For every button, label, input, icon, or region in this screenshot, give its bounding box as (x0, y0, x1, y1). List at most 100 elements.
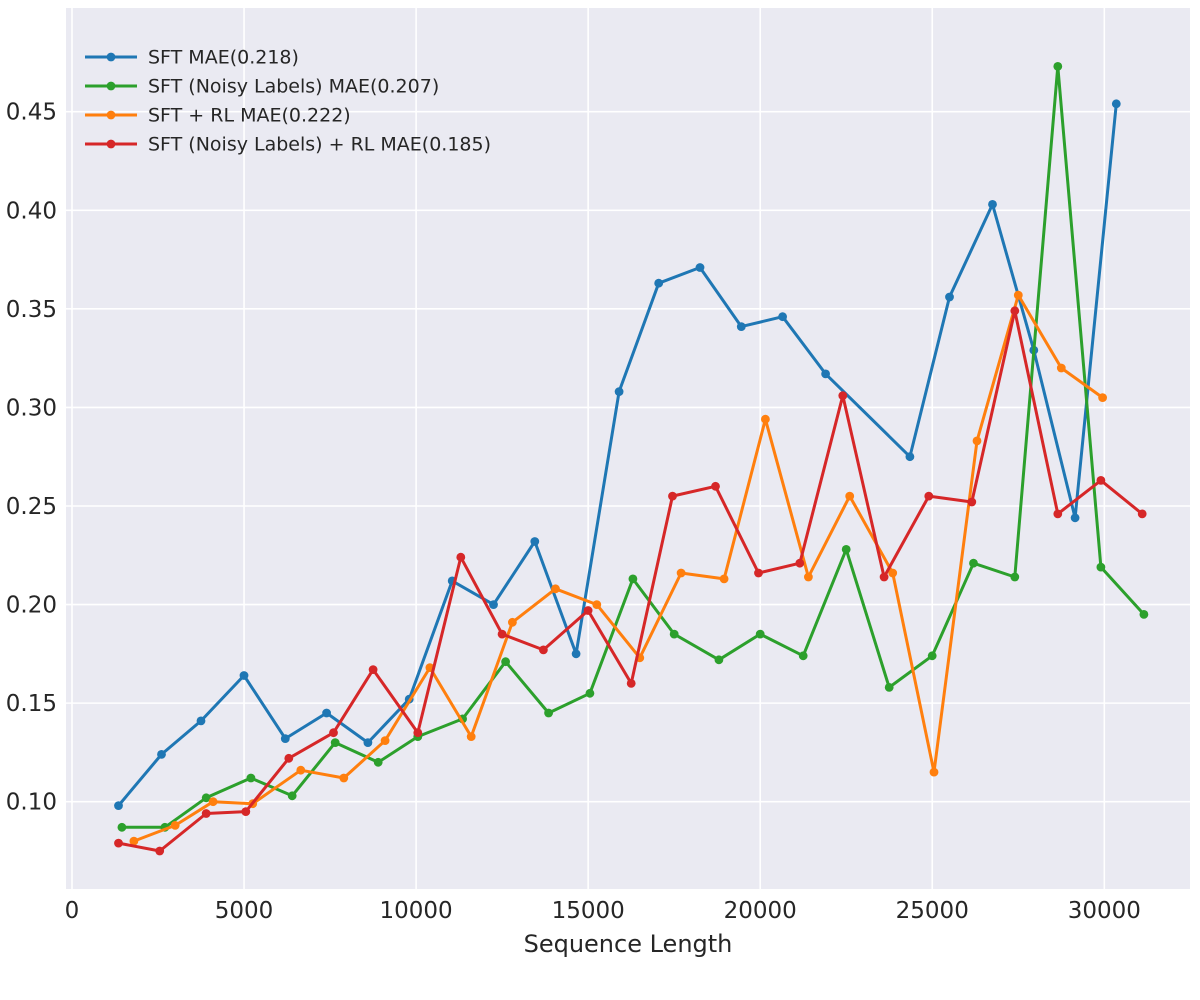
legend-label: SFT (Noisy Labels) MAE(0.207) (148, 76, 439, 98)
data-point-sft-noisy-labels-rl (754, 568, 763, 578)
data-point-sft-noisy-labels (201, 793, 211, 803)
data-point-sft-noisy-labels (246, 773, 256, 783)
data-point-sft-noisy-labels-rl (711, 481, 720, 491)
data-point-sft-rl (129, 836, 139, 846)
data-point-sft-noisy-labels (1010, 572, 1020, 582)
y-tick-label: 0.20 (6, 593, 57, 619)
data-point-sft-rl (761, 414, 770, 424)
data-point-sft (778, 312, 787, 322)
data-point-sft-noisy-labels (501, 657, 510, 667)
data-point-sft (196, 716, 206, 726)
data-point-sft-noisy-labels-rl (795, 558, 805, 568)
legend-label: SFT (Noisy Labels) + RL MAE(0.185) (148, 134, 491, 156)
data-point-sft-rl (929, 767, 939, 777)
data-point-sft (988, 200, 997, 209)
legend-marker-dot (106, 52, 116, 62)
data-point-sft-rl (845, 491, 855, 501)
data-point-sft-rl (551, 584, 560, 594)
data-point-sft-noisy-labels (669, 629, 679, 639)
y-tick-label: 0.35 (6, 297, 57, 323)
data-point-sft-noisy-labels-rl (1053, 509, 1063, 519)
legend-item-sft: SFT MAE(0.218) (85, 47, 299, 69)
data-point-sft-noisy-labels (884, 683, 894, 692)
data-point-sft-rl (508, 617, 517, 627)
data-point-sft-noisy-labels-rl (668, 491, 677, 501)
data-point-sft-noisy-labels-rl (497, 629, 507, 639)
data-point-sft-rl (972, 436, 982, 446)
data-point-sft (821, 369, 830, 379)
data-point-sft-noisy-labels-rl (456, 552, 466, 562)
legend-marker-dot (106, 139, 116, 149)
legend-label: SFT MAE(0.218) (148, 47, 299, 69)
data-point-sft (280, 734, 290, 743)
data-point-sft-noisy-labels-rl (626, 679, 636, 688)
y-tick-label: 0.45 (6, 100, 57, 126)
y-tick-label: 0.40 (6, 198, 57, 224)
x-tick-label: 20000 (724, 898, 797, 924)
data-point-sft-rl (1013, 290, 1023, 300)
data-point-sft-noisy-labels (628, 574, 638, 584)
data-point-sft-rl (339, 773, 349, 783)
data-point-sft-noisy-labels (1096, 562, 1106, 572)
data-point-sft-noisy-labels (798, 651, 808, 661)
data-point-sft (945, 292, 954, 302)
data-point-sft-noisy-labels (544, 708, 553, 718)
data-point-sft-rl (888, 568, 898, 578)
data-point-sft-noisy-labels (117, 822, 127, 832)
data-point-sft-rl (380, 736, 390, 745)
data-point-sft-noisy-labels-rl (1010, 306, 1020, 316)
data-point-sft-noisy-labels (1053, 62, 1063, 71)
legend-marker-dot (106, 81, 116, 91)
data-point-sft-noisy-labels (287, 791, 297, 801)
data-point-sft-noisy-labels-rl (1137, 509, 1147, 519)
data-point-sft-noisy-labels (841, 545, 851, 554)
data-point-sft-rl (466, 732, 476, 741)
data-point-sft-noisy-labels (927, 651, 937, 661)
x-tick-label: 0 (65, 898, 80, 924)
x-tick-label: 30000 (1068, 898, 1141, 924)
data-point-sft (654, 278, 664, 288)
data-point-sft-noisy-labels-rl (539, 645, 548, 655)
data-point-sft (489, 600, 498, 609)
x-tick-label: 5000 (215, 898, 274, 924)
data-point-sft-rl (592, 600, 602, 609)
y-tick-label: 0.25 (6, 494, 57, 520)
x-tick-label: 10000 (380, 898, 453, 924)
legend-item-sft-noisy-labels-rl: SFT (Noisy Labels) + RL MAE(0.185) (85, 134, 491, 156)
data-point-sft-noisy-labels-rl (583, 606, 593, 615)
data-point-sft-noisy-labels-rl (329, 728, 338, 738)
data-point-sft-rl (1098, 393, 1107, 402)
data-point-sft-rl (1056, 363, 1066, 373)
data-point-sft-rl (208, 797, 218, 807)
x-tick-label: 15000 (552, 898, 625, 924)
data-point-sft (614, 387, 624, 396)
data-point-sft-rl (296, 765, 306, 775)
data-point-sft (239, 671, 249, 680)
data-point-sft-noisy-labels-rl (155, 846, 165, 856)
data-point-sft-rl (719, 574, 729, 584)
data-point-sft-noisy-labels (969, 558, 978, 568)
data-point-sft (1111, 99, 1121, 109)
data-point-sft-noisy-labels-rl (1096, 476, 1106, 485)
data-point-sft (363, 738, 373, 747)
data-point-sft (1070, 513, 1080, 523)
data-point-sft-noisy-labels-rl (284, 753, 294, 763)
y-tick-label: 0.10 (6, 790, 57, 816)
data-point-sft-noisy-labels (714, 655, 724, 665)
data-point-sft (530, 537, 540, 546)
legend-item-sft-rl: SFT + RL MAE(0.222) (85, 105, 351, 127)
data-point-sft (571, 649, 581, 659)
data-point-sft-noisy-labels-rl (241, 807, 251, 816)
data-point-sft (905, 452, 915, 462)
legend-item-sft-noisy-labels: SFT (Noisy Labels) MAE(0.207) (85, 76, 439, 98)
data-point-sft-noisy-labels-rl (413, 728, 423, 738)
x-axis-label: Sequence Length (524, 930, 733, 958)
data-point-sft-noisy-labels (373, 757, 383, 767)
data-point-sft-noisy-labels-rl (368, 665, 378, 674)
data-point-sft (322, 708, 331, 718)
y-tick-label: 0.15 (6, 691, 57, 717)
data-point-sft (736, 322, 746, 331)
x-tick-label: 25000 (896, 898, 969, 924)
